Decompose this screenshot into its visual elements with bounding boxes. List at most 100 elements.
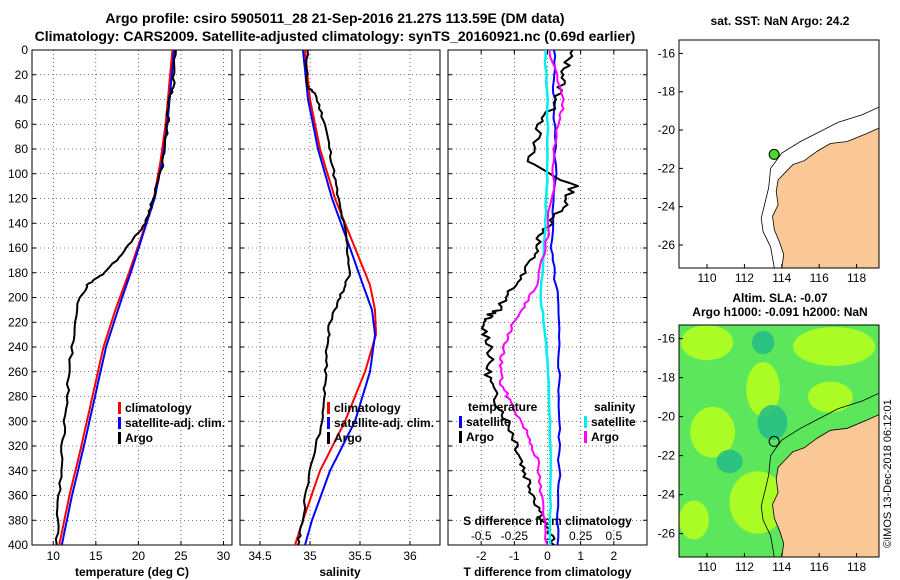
temperature-xtick-label: 25	[174, 549, 188, 563]
diff-legend-t-argo-label: Argo	[466, 430, 494, 444]
depth-tick-label: 300	[8, 414, 28, 428]
sdiff-tick-label: -0.25	[501, 529, 529, 543]
tdiff-satellite-line	[549, 50, 562, 545]
depth-tick-label: 320	[8, 439, 28, 453]
sal-legend-argo-label: Argo	[334, 431, 362, 445]
sal-argo-line	[296, 50, 351, 545]
sla-anomaly-patch	[690, 406, 736, 458]
sst-lon-label: 112	[735, 271, 754, 285]
sst-lat-label: -26	[658, 238, 676, 252]
salinity-xtick-label: 36	[403, 549, 417, 563]
title-line-1: Argo profile: csiro 5905011_28 21-Sep-20…	[105, 10, 565, 26]
depth-tick-label: 180	[8, 266, 28, 280]
sst-lon-label: 110	[697, 271, 716, 285]
sla-lat-label: -24	[658, 488, 676, 502]
sdiff-tick-label: -0.5	[471, 529, 492, 543]
depth-tick-label: 160	[8, 241, 28, 255]
difference-xtick-label: 1	[577, 549, 584, 563]
depth-tick-label: 220	[8, 315, 28, 329]
sla-lat-label: -18	[658, 371, 676, 385]
temp-legend-argo-swatch	[118, 432, 121, 444]
sdiff-tick-label: 0	[544, 529, 551, 543]
sla-lat-label: -16	[658, 332, 676, 346]
sla-shelf-contour	[760, 392, 879, 557]
sdiff-label: S difference from climatology	[463, 514, 632, 528]
salinity-xlabel: salinity	[319, 565, 361, 579]
depth-tick-label: 100	[8, 167, 28, 181]
sst-lat-label: -22	[658, 161, 676, 175]
temperature-xtick-label: 15	[89, 549, 103, 563]
temp-legend-climatology-label: climatology	[125, 401, 192, 415]
diff-legend-salinity: salinity	[594, 400, 636, 414]
temp-legend-satellite-swatch	[118, 417, 121, 429]
temp-legend-satellite-label: satellite-adj. clim.	[125, 416, 225, 430]
sla-anomaly-patch	[729, 471, 786, 534]
diff-legend-s-satellite-swatch	[584, 416, 587, 428]
depth-tick-label: 240	[8, 340, 28, 354]
diff-legend-s-argo-label: Argo	[591, 430, 619, 444]
sal-legend-climatology-label: climatology	[334, 401, 401, 415]
sla-map-title-1: Altim. SLA: -0.07	[732, 291, 828, 305]
temperature-xtick-label: 20	[132, 549, 146, 563]
depth-tick-label: 80	[15, 142, 29, 156]
sla-anomaly-patch	[793, 326, 876, 366]
sdiff-tick-label: 0.25	[569, 529, 593, 543]
sla-land	[772, 414, 879, 557]
sst-lon-label: 118	[847, 271, 866, 285]
sst-map-title: sat. SST: NaN Argo: 24.2	[710, 14, 850, 28]
sal-legend-satellite-swatch	[327, 417, 330, 429]
diff-legend-t-argo-swatch	[459, 431, 462, 443]
diff-legend-t-satellite-label: satellite	[466, 415, 511, 429]
sla-anomaly-patch	[751, 330, 775, 355]
sla-anomaly-patch	[679, 500, 709, 540]
salinity-xtick-label: 35.5	[348, 549, 372, 563]
salinity-xtick-label: 34.5	[248, 549, 272, 563]
sal-climatology-line	[294, 50, 377, 545]
depth-tick-label: 280	[8, 390, 28, 404]
panel-difference: -2 -1 0 1 2 T difference from climatology -0.5…	[447, 49, 648, 579]
sla-argo-marker	[768, 435, 780, 447]
sla-lon-label: 114	[772, 560, 791, 574]
difference-xtick-label: -1	[509, 549, 520, 563]
depth-tick-label: 400	[8, 538, 28, 552]
depth-tick-label: 20	[15, 68, 29, 82]
difference-xlabel: T difference from climatology	[463, 565, 631, 579]
sdiff-satellite-line	[539, 50, 553, 545]
sla-lat-label: -20	[658, 410, 676, 424]
sla-map: 110 112 114 116 118 -16 -18 -20 -22 -24 -26	[658, 324, 880, 574]
temp-argo-line	[54, 50, 177, 545]
sst-lat-label: -20	[658, 123, 676, 137]
depth-tick-label: 120	[8, 192, 28, 206]
sla-lon-label: 110	[697, 560, 716, 574]
diff-legend-s-argo-swatch	[584, 431, 587, 443]
sdiff-argo-line	[498, 50, 565, 545]
panel-salinity: 34.5 35 35.5 36 salinity climatologysatellite…	[239, 49, 441, 579]
depth-tick-label: 0	[21, 43, 28, 57]
temp-legend-argo-label: Argo	[125, 431, 153, 445]
difference-xtick-label: -2	[476, 549, 487, 563]
panel-temperature: 0 20 40 60 80 100 120 140 160 180 200 220 240 260 280 3…	[8, 43, 233, 579]
sal-legend-argo-swatch	[327, 432, 330, 444]
sal-satellite-line	[302, 50, 376, 545]
depth-tick-label: 140	[8, 216, 28, 230]
sst-shelf-contour	[760, 106, 879, 268]
depth-tick-label: 380	[8, 513, 28, 527]
sla-anomaly-patch	[757, 404, 788, 441]
sla-anomaly-patch	[746, 362, 780, 417]
sst-lon-label: 114	[772, 271, 791, 285]
sal-legend-climatology-swatch	[327, 402, 330, 414]
sla-lon-label: 116	[810, 560, 829, 574]
sst-lon-label: 116	[810, 271, 829, 285]
sst-land	[772, 127, 879, 268]
sla-anomaly-patch	[716, 449, 743, 474]
title-line-2: Climatology: CARS2009. Satellite-adjuste…	[34, 28, 636, 44]
temperature-xtick-label: 30	[217, 549, 231, 563]
depth-tick-label: 360	[8, 489, 28, 503]
depth-tick-label: 260	[8, 365, 28, 379]
sst-lat-label: -18	[658, 85, 676, 99]
sla-anomaly-patch	[680, 325, 734, 361]
temp-legend-climatology-swatch	[118, 402, 121, 414]
sla-map-title-2: Argo h1000: -0.091 h2000: NaN	[692, 305, 868, 319]
sst-lat-label: -16	[658, 46, 676, 60]
